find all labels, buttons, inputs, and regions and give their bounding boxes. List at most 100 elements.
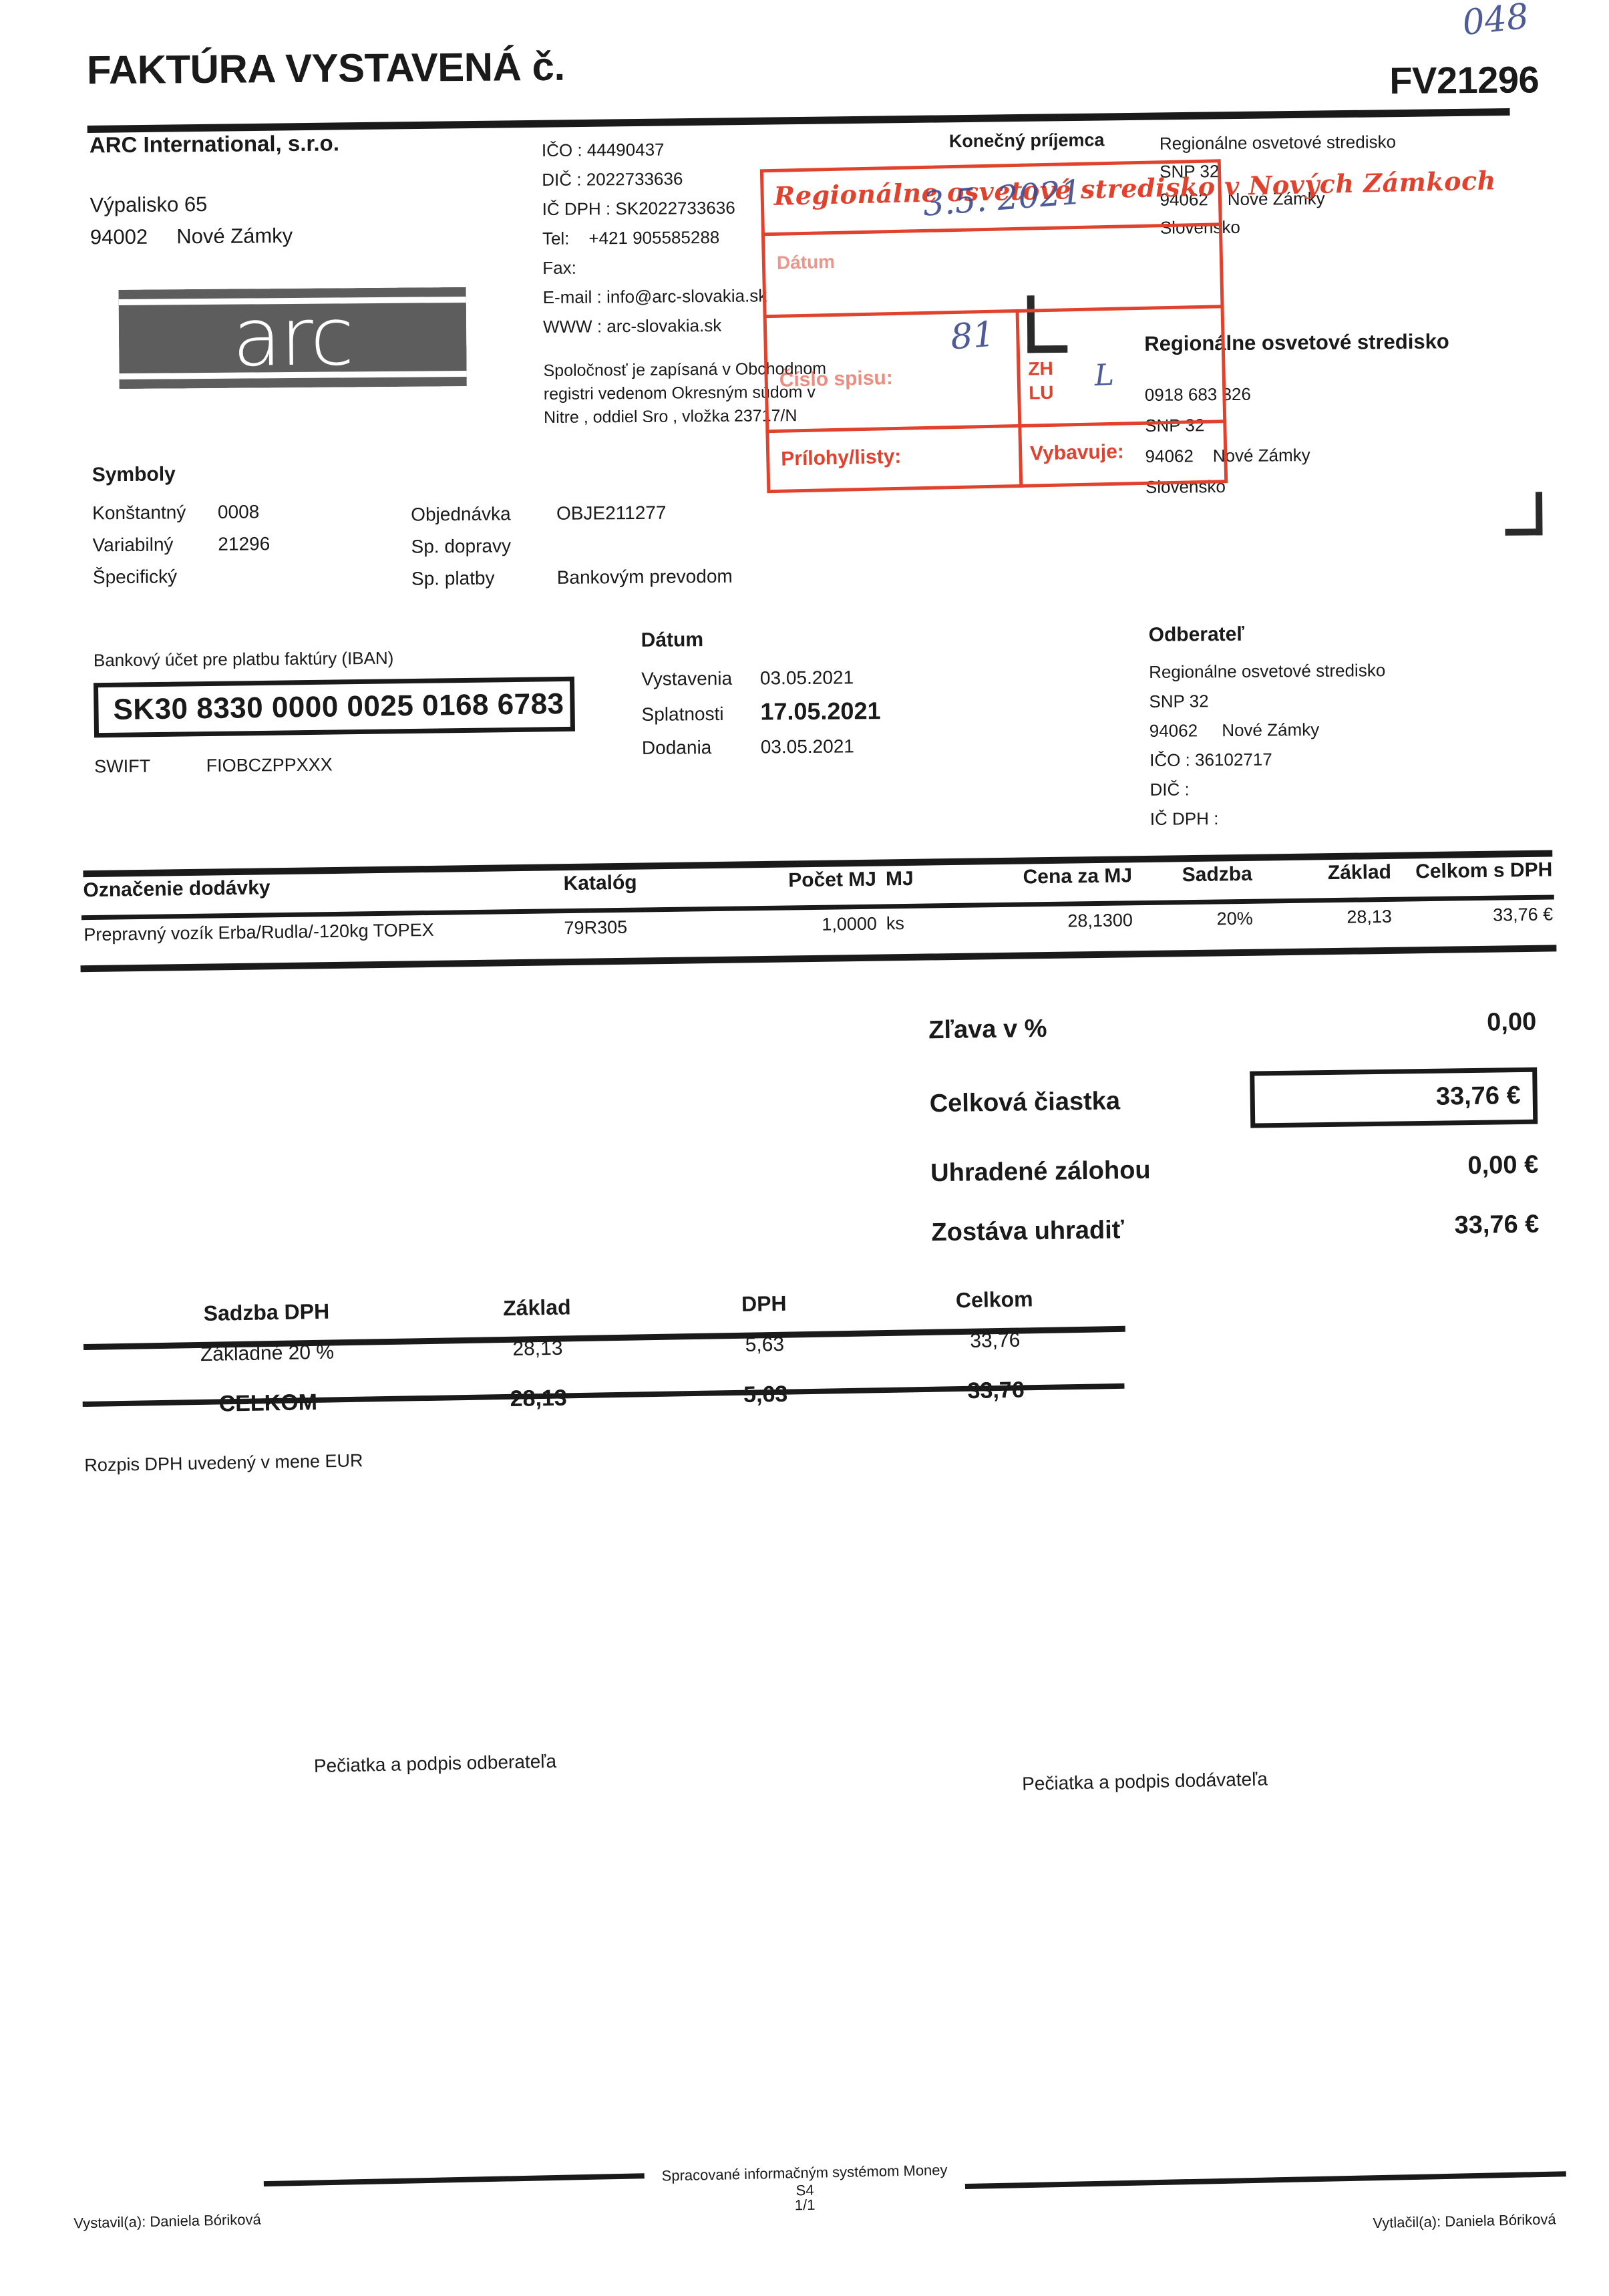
final-recipient-zip: 94062	[1159, 189, 1208, 210]
supplier-ico-row: IČO : 44490437	[542, 134, 766, 165]
total-amount-label: Celková čiastka	[929, 1087, 1121, 1118]
final-recipient-city: Nové Zámky	[1227, 188, 1325, 209]
date-row-issue: Vystavenia 03.05.2021	[641, 661, 880, 696]
footer-rule-right	[964, 2171, 1566, 2190]
customer-zip: 94062	[1149, 720, 1198, 741]
header-quantity: Počet MJ	[788, 868, 877, 892]
cell-catalog: 79R305	[564, 917, 628, 939]
iban-box: SK30 8330 0000 0025 0168 6783	[93, 676, 576, 738]
delivery-name: Regionálne osvetové stredisko	[1144, 329, 1449, 355]
items-table-bottom-rule	[80, 945, 1557, 973]
stamp-divider-2	[763, 305, 1224, 319]
cell-unit-price: 28,1300	[1067, 910, 1133, 931]
supplier-registry-note: Spoločnosť je zapísaná v Obchodnom regis…	[543, 357, 826, 430]
final-recipient-block: Regionálne osvetové stredisko SNP 32 940…	[1159, 128, 1397, 242]
invoice-number: FV21296	[1389, 58, 1540, 102]
swift-label: SWIFT	[94, 756, 151, 777]
delivery-street: SNP 32	[1145, 415, 1205, 436]
delivery-country: Slovensko	[1145, 476, 1226, 497]
supplier-www-label: WWW :	[542, 316, 602, 337]
supplier-tel-value: +421 905585288	[588, 226, 720, 249]
swift-row: SWIFT FIOBCZPPXXX	[94, 755, 333, 778]
stamp-date-label: Dátum	[776, 251, 836, 273]
supplier-www-row: WWW : arc-slovakia.sk	[543, 310, 767, 341]
symbols-heading: Symboly	[92, 463, 176, 486]
prepaid-label: Uhradené zálohou	[930, 1156, 1151, 1188]
delivery-zip: 94062	[1145, 446, 1194, 466]
stamp-zh: ZH	[1028, 357, 1054, 379]
stamp-handler-handwritten: L	[1093, 357, 1115, 393]
delivery-address-block: Regionálne osvetové stredisko 0918 683 3…	[1144, 326, 1451, 502]
header-total-with-vat: Celkom s DPH	[1415, 858, 1553, 883]
symbol-specific-label: Špecifický	[92, 566, 178, 588]
cell-quantity: 1,0000	[822, 913, 878, 935]
supplier-zip: 94002	[90, 224, 148, 249]
supplier-signature-label: Pečiatka a podpis dodávateľa	[1021, 1768, 1268, 1794]
symbol-constant-value: 0008	[217, 501, 260, 522]
footer-rule-left	[263, 2173, 645, 2187]
supplier-dic-value: 2022733636	[586, 168, 683, 190]
header-base: Základ	[1327, 860, 1392, 884]
cell-unit: ks	[886, 913, 905, 934]
supplier-name: ARC International, s.r.o.	[89, 130, 340, 158]
symbol-constant-label: Konštantný	[92, 502, 186, 524]
supplier-icdph-value: SK2022733636	[615, 197, 735, 219]
prepaid-value: 0,00 €	[1467, 1150, 1539, 1180]
arc-logo-inner: arc	[118, 287, 467, 389]
cell-total-with-vat: 33,76 €	[1492, 904, 1554, 925]
customer-block: Regionálne osvetové stredisko SNP 32 940…	[1149, 655, 1387, 834]
supplier-www-value: arc-slovakia.sk	[606, 315, 722, 337]
discount-label: Zľava v %	[928, 1014, 1047, 1045]
supplier-fax-label: Fax:	[542, 257, 577, 279]
customer-dic: DIČ :	[1149, 779, 1190, 800]
final-recipient-city-line: 94062 Nové Zámky	[1159, 184, 1396, 214]
arc-logo: arc	[118, 269, 467, 407]
cell-vat-rate: 20%	[1216, 908, 1253, 929]
supplier-street: Výpalisko 65	[90, 192, 208, 217]
due-date-label: Splatnosti	[641, 703, 724, 725]
vat-header-total: Celkom	[955, 1287, 1033, 1313]
dates-heading: Dátum	[641, 629, 704, 651]
order-info-list: Objednávka OBJE211277 Sp. dopravy Sp. pl…	[411, 496, 733, 595]
stamp-divider-vertical	[1015, 309, 1023, 488]
customer-city: Nové Zámky	[1222, 719, 1320, 741]
supplier-address: Výpalisko 65 94002 Nové Zámky	[90, 188, 293, 253]
date-row-delivery: Dodania 03.05.2021	[642, 729, 881, 765]
stamp-date-handwritten: 3.5. 2021	[921, 172, 1083, 224]
shipping-method-label: Sp. dopravy	[411, 535, 512, 557]
crop-mark-outer-horizontal	[1505, 528, 1543, 536]
arc-logo-text: arc	[232, 291, 353, 385]
customer-ico: IČO : 36102717	[1149, 749, 1272, 770]
vat-header-vat: DPH	[741, 1291, 787, 1316]
symbol-row-constant: Konštantný 0008	[92, 496, 270, 529]
symbol-row-specific: Špecifický	[93, 560, 271, 593]
order-value: OBJE211277	[556, 502, 667, 524]
customer-street: SNP 32	[1149, 691, 1209, 711]
customer-city-line: 94062 Nové Zámky	[1149, 714, 1386, 746]
header-unit: MJ	[885, 867, 914, 890]
stamp-zh-lu-label: ZH LU	[1028, 357, 1054, 405]
customer-heading: Odberateľ	[1148, 623, 1245, 646]
swift-value: FIOBCZPPXXX	[206, 754, 333, 776]
payment-method-value: Bankovým prevodom	[556, 565, 733, 588]
bank-account-label: Bankový účet pre platbu faktúry (IBAN)	[93, 647, 394, 671]
symbol-row-variable: Variabilný 21296	[92, 528, 270, 561]
totals-block: Zľava v % 0,00 Celková čiastka 33,76 € U…	[928, 1008, 1540, 1279]
supplier-identifiers: IČO : 44490437 DIČ : 2022733636 IČ DPH :…	[542, 134, 767, 341]
stamp-lu: LU	[1028, 381, 1054, 403]
vat-row-base: 28,13	[512, 1337, 563, 1360]
stamp-attachments-label: Prílohy/listy:	[780, 445, 902, 470]
vat-row-vat: 5,63	[745, 1333, 785, 1356]
registry-line-1: Spoločnosť je zapísaná v Obchodnom	[543, 359, 827, 381]
supplier-icdph-label: IČ DPH :	[542, 198, 611, 220]
header-vat-rate: Sadzba	[1182, 862, 1253, 886]
order-row-number: Objednávka OBJE211277	[411, 496, 732, 531]
vat-header-base: Základ	[502, 1295, 571, 1321]
symbol-variable-value: 21296	[218, 533, 271, 554]
order-row-payment: Sp. platby Bankovým prevodom	[411, 560, 733, 595]
issue-date-label: Vystavenia	[641, 667, 733, 689]
page-title: FAKTÚRA VYSTAVENÁ č.	[86, 43, 565, 93]
totals-row-total: Celková čiastka 33,76 €	[929, 1067, 1538, 1133]
customer-signature-label: Pečiatka a podpis odberateľa	[313, 1750, 557, 1777]
